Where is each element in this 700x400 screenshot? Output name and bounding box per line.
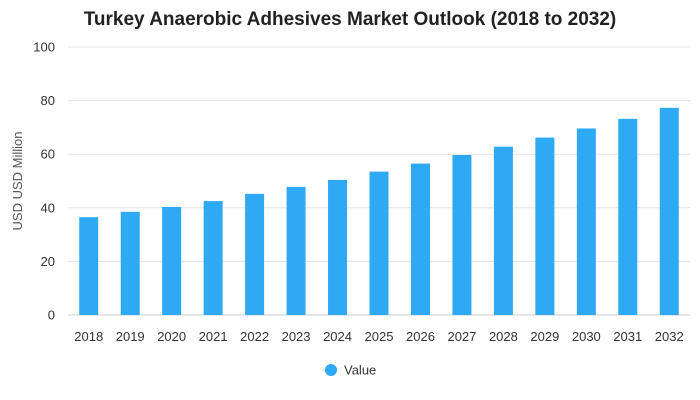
x-tick-label: 2026 (406, 329, 435, 344)
bars (79, 107, 679, 315)
bar-2018[interactable] (79, 217, 99, 315)
x-tick-label: 2030 (572, 329, 601, 344)
x-tick-label: 2024 (323, 329, 352, 344)
y-tick-label: 40 (41, 200, 55, 215)
y-tick-label: 80 (41, 93, 55, 108)
bar-2022[interactable] (245, 193, 265, 315)
y-tick-label: 0 (48, 308, 55, 323)
x-tick-label: 2018 (74, 329, 103, 344)
x-axis-ticks: 2018 2019 2020 2021 2022 2023 2024 2025 2026 2027… (74, 329, 683, 344)
bar-2029[interactable] (535, 137, 555, 315)
bar-2025[interactable] (369, 171, 389, 315)
x-tick-label: 2019 (116, 329, 145, 344)
x-tick-label: 2021 (199, 329, 228, 344)
x-tick-label: 2032 (655, 329, 684, 344)
bar-2030[interactable] (576, 128, 596, 315)
y-tick-label: 20 (41, 254, 55, 269)
bar-2019[interactable] (120, 211, 140, 315)
chart-title: Turkey Anaerobic Adhesives Market Outloo… (84, 9, 617, 30)
bar-2031[interactable] (618, 118, 638, 315)
bar-2023[interactable] (286, 186, 306, 315)
y-tick-label: 60 (41, 147, 55, 162)
legend-label: Value (344, 363, 376, 378)
bar-2024[interactable] (328, 179, 348, 315)
x-tick-label: 2031 (613, 329, 642, 344)
x-tick-label: 2027 (447, 329, 476, 344)
legend[interactable]: Value (325, 363, 376, 378)
bar-2032[interactable] (659, 107, 679, 315)
x-tick-label: 2023 (282, 329, 311, 344)
legend-marker (325, 364, 337, 376)
x-tick-label: 2022 (240, 329, 269, 344)
y-tick-label: 100 (33, 40, 55, 55)
x-tick-label: 2028 (489, 329, 518, 344)
x-tick-label: 2029 (530, 329, 559, 344)
y-axis-label: USD USD Million (10, 132, 25, 231)
bar-2021[interactable] (203, 201, 223, 315)
y-axis-ticks: 0 20 40 60 80 100 (33, 40, 55, 323)
bar-2020[interactable] (162, 206, 182, 315)
bar-2026[interactable] (410, 163, 430, 315)
bar-2028[interactable] (493, 146, 513, 315)
x-tick-label: 2020 (157, 329, 186, 344)
bar-2027[interactable] (452, 155, 472, 315)
x-tick-label: 2025 (365, 329, 394, 344)
